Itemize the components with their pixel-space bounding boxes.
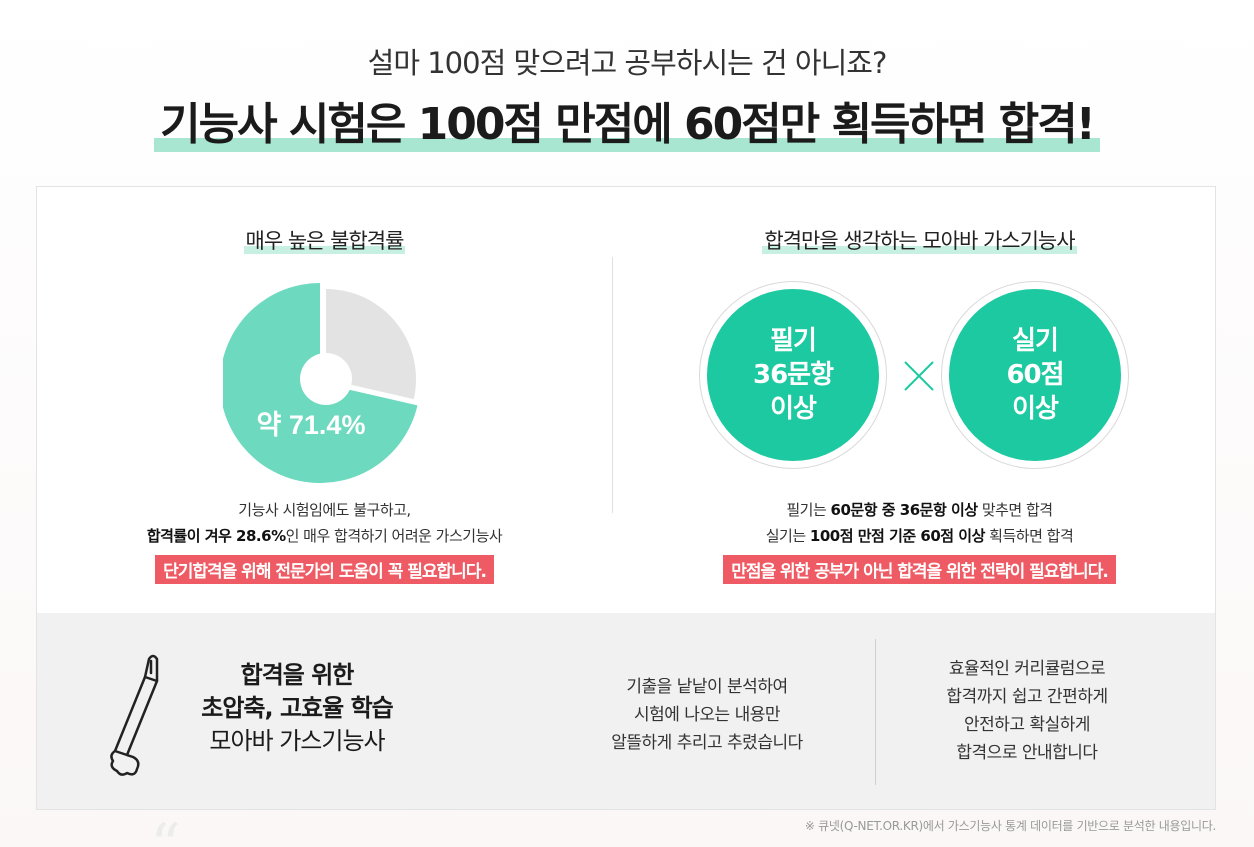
fail-rate-column: 매우 높은 불합격률 약 71.4% 기능사 시험임에도 불구하고, 합격률이 … (37, 187, 612, 613)
strategy-desc-line2: 실기는 100점 만점 기준 60점 이상 획득하면 합격 (765, 527, 1074, 545)
column-divider (612, 257, 613, 513)
fail-rate-title: 매우 높은 불합격률 (243, 225, 406, 255)
strategy-title: 합격만을 생각하는 모아바 가스기능사 (762, 225, 1077, 255)
strategy-column: 합격만을 생각하는 모아바 가스기능사 필기 36문항 이상 실기 (622, 187, 1217, 613)
fail-rate-desc: 기능사 시험임에도 불구하고, 합격률이 겨우 28.6%인 매우 합격하기 어… (37, 497, 612, 549)
practical-exam-circle: 실기 60점 이상 (941, 281, 1129, 469)
panel-bottom: 합격을 위한 초압축, 고효율 학습 모아바 가스기능사 기출을 낱낱이 분석하… (37, 613, 1215, 809)
curriculum-text: 효율적인 커리큘럼으로 합격까지 쉽고 간편하게 안전하고 확실하게 합격으로 … (946, 659, 1108, 763)
panel-top: 매우 높은 불합격률 약 71.4% 기능사 시험임에도 불구하고, 합격률이 … (37, 187, 1217, 613)
fail-rate-pie: 약 71.4% (219, 283, 429, 483)
analysis-text: 기출을 낱낱이 분석하여 시험에 나오는 내용만 알뜰하게 추리고 추렸습니다 (611, 677, 803, 753)
headline: 기능사 시험은 100점 만점에 60점만 획득하면 합격! (154, 88, 1100, 152)
times-icon (904, 361, 934, 391)
strategy-highlight: 만점을 위한 공부가 아닌 합격을 위한 전략이 필요합니다. (723, 555, 1116, 584)
subtitle: 설마 100점 맞으려고 공부하시는 건 아니죠? (367, 46, 888, 80)
pen-icon (110, 654, 159, 776)
written-exam-circle: 필기 36문항 이상 (699, 281, 887, 469)
pie-chart: 약 71.4% (219, 283, 418, 483)
bottom-title: 합격을 위한 초압축, 고효율 학습 모아바 가스기능사 (201, 661, 393, 755)
pie-label: 약 71.4% (257, 410, 366, 440)
pass-criteria: 필기 36문항 이상 실기 60점 이상 (699, 281, 1139, 471)
fail-desc-line1: 기능사 시험임에도 불구하고, (238, 501, 411, 519)
fail-rate-highlight: 단기합격을 위해 전문가의 도움이 꼭 필요합니다. (155, 555, 494, 584)
bottom-divider (875, 639, 876, 785)
footnote: ※ 큐넷(Q-NET.OR.KR)에서 가스기능사 통계 데이터를 기반으로 분… (804, 819, 1216, 833)
strategy-desc: 필기는 60문항 중 36문항 이상 맞추면 합격 실기는 100점 만점 기준… (622, 497, 1217, 549)
headline-wrap: 기능사 시험은 100점 만점에 60점만 획득하면 합격! (0, 88, 1254, 152)
info-panel: 매우 높은 불합격률 약 71.4% 기능사 시험임에도 불구하고, 합격률이 … (36, 186, 1216, 810)
pie-hole (300, 353, 352, 405)
quote-mark-decoration: “ (150, 811, 181, 847)
strategy-desc-line1: 필기는 60문항 중 36문항 이상 맞추면 합격 (786, 501, 1053, 519)
fail-desc-line2: 합격률이 겨우 28.6%인 매우 합격하기 어려운 가스기능사 (146, 527, 503, 545)
